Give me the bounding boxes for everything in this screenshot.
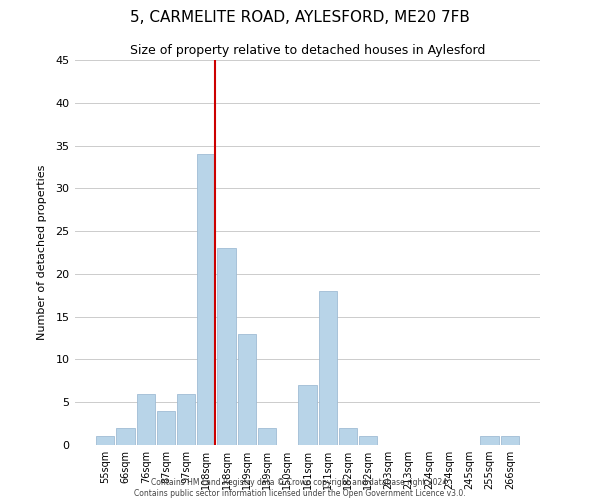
Bar [319, 291, 337, 445]
Text: 5, CARMELITE ROAD, AYLESFORD, ME20 7FB: 5, CARMELITE ROAD, AYLESFORD, ME20 7FB [130, 10, 470, 25]
Bar [481, 436, 499, 445]
Title: Size of property relative to detached houses in Aylesford: Size of property relative to detached ho… [130, 44, 485, 58]
Bar [96, 436, 115, 445]
Bar [217, 248, 236, 445]
Bar [137, 394, 155, 445]
Bar [177, 394, 195, 445]
Bar [157, 411, 175, 445]
Bar [500, 436, 519, 445]
Bar [258, 428, 276, 445]
Y-axis label: Number of detached properties: Number of detached properties [37, 165, 47, 340]
Bar [197, 154, 215, 445]
Text: Contains HM Land Registry data © Crown copyright and database right 2024.
Contai: Contains HM Land Registry data © Crown c… [134, 478, 466, 498]
Bar [359, 436, 377, 445]
Bar [298, 385, 317, 445]
Bar [238, 334, 256, 445]
Bar [116, 428, 134, 445]
Bar [339, 428, 357, 445]
